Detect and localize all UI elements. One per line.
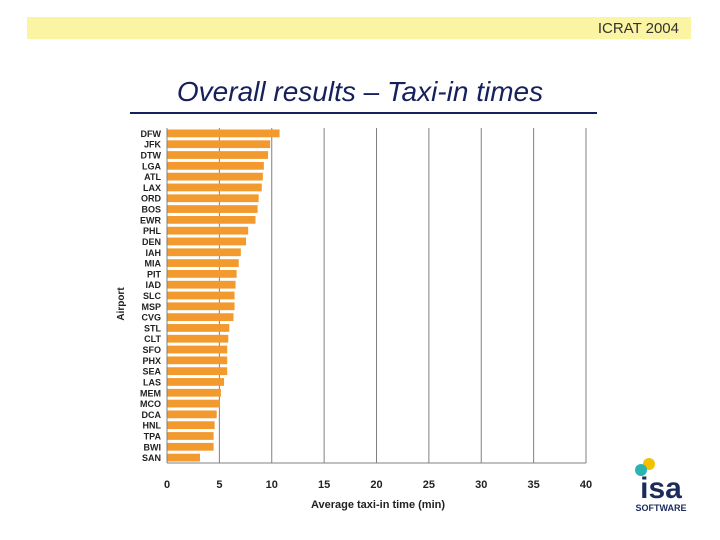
- logo-teal-dot: [635, 464, 647, 476]
- bar: [167, 280, 236, 289]
- category-label: DFW: [141, 129, 162, 139]
- slide-title: Overall results – Taxi-in times: [176, 76, 544, 107]
- bar: [167, 291, 235, 300]
- bar: [167, 269, 237, 278]
- category-label: SFO: [142, 345, 161, 355]
- bar: [167, 226, 249, 235]
- bar: [167, 442, 214, 451]
- isa-software-logo: isa SOFTWARE: [635, 458, 687, 513]
- category-label: LGA: [142, 161, 161, 171]
- category-label: HNL: [143, 421, 162, 431]
- x-tick-label: 15: [318, 479, 330, 491]
- bar: [167, 334, 229, 343]
- bar: [167, 421, 215, 430]
- logo-tagline: SOFTWARE: [636, 503, 687, 513]
- category-label: ORD: [141, 194, 162, 204]
- x-axis-label: Average taxi-in time (min): [311, 499, 445, 511]
- category-label: IAH: [146, 248, 162, 258]
- category-label: SEA: [142, 367, 161, 377]
- category-label: SLC: [143, 291, 162, 301]
- bar: [167, 259, 239, 267]
- bar: [167, 237, 247, 246]
- bar: [167, 151, 269, 159]
- bar: [167, 410, 217, 419]
- bar: [167, 194, 259, 203]
- category-label: SAN: [142, 453, 161, 463]
- x-tick-label: 25: [423, 479, 435, 491]
- category-label: MIA: [145, 259, 162, 269]
- title-underline: [130, 112, 597, 114]
- bar: [167, 248, 241, 257]
- category-label: BWI: [144, 442, 162, 452]
- category-label: STL: [144, 323, 162, 333]
- category-label: DCA: [142, 410, 162, 420]
- bar: [167, 388, 221, 397]
- category-label: LAS: [143, 377, 161, 387]
- x-tick-label: 30: [475, 479, 487, 491]
- x-tick-label: 40: [580, 479, 592, 491]
- category-label: CLT: [144, 334, 161, 344]
- conference-label: ICRAT 2004: [597, 20, 679, 37]
- bar: [167, 215, 256, 224]
- bar: [167, 378, 225, 386]
- x-tick-label: 10: [266, 479, 278, 491]
- category-label: LAX: [143, 183, 161, 193]
- x-tick-label: 5: [216, 479, 222, 491]
- bar: [167, 140, 271, 149]
- bar: [167, 367, 228, 376]
- bar: [167, 129, 280, 138]
- category-label: PHL: [143, 226, 162, 236]
- category-label: PHX: [142, 356, 161, 366]
- bar: [167, 302, 235, 311]
- category-label: MEM: [140, 388, 161, 398]
- category-label: MCO: [140, 399, 161, 409]
- category-label: PIT: [147, 269, 162, 279]
- bar: [167, 205, 258, 213]
- category-label: CVG: [141, 313, 161, 323]
- bar: [167, 161, 264, 170]
- bar: [167, 356, 228, 365]
- bar: [167, 172, 263, 181]
- x-tick-label: 20: [370, 479, 382, 491]
- category-label: JFK: [144, 140, 162, 150]
- y-axis-label: Airport: [116, 287, 127, 321]
- bar: [167, 453, 200, 462]
- category-label: EWR: [140, 215, 161, 225]
- category-label: ATL: [144, 172, 161, 182]
- bar: [167, 345, 228, 354]
- bar: [167, 183, 262, 192]
- category-label: MSP: [141, 302, 161, 312]
- category-label: TPA: [144, 431, 162, 441]
- x-tick-label: 0: [164, 479, 170, 491]
- logo-wordmark: isa: [640, 472, 682, 505]
- category-label: DTW: [141, 151, 162, 161]
- header-band: ICRAT 2004: [27, 17, 691, 39]
- category-label: BOS: [141, 205, 161, 215]
- bar: [167, 399, 220, 408]
- bar: [167, 324, 230, 332]
- bar: [167, 313, 234, 322]
- x-tick-label: 35: [528, 479, 540, 491]
- category-label: DEN: [142, 237, 161, 247]
- bar: [167, 432, 214, 440]
- category-label: IAD: [146, 280, 162, 290]
